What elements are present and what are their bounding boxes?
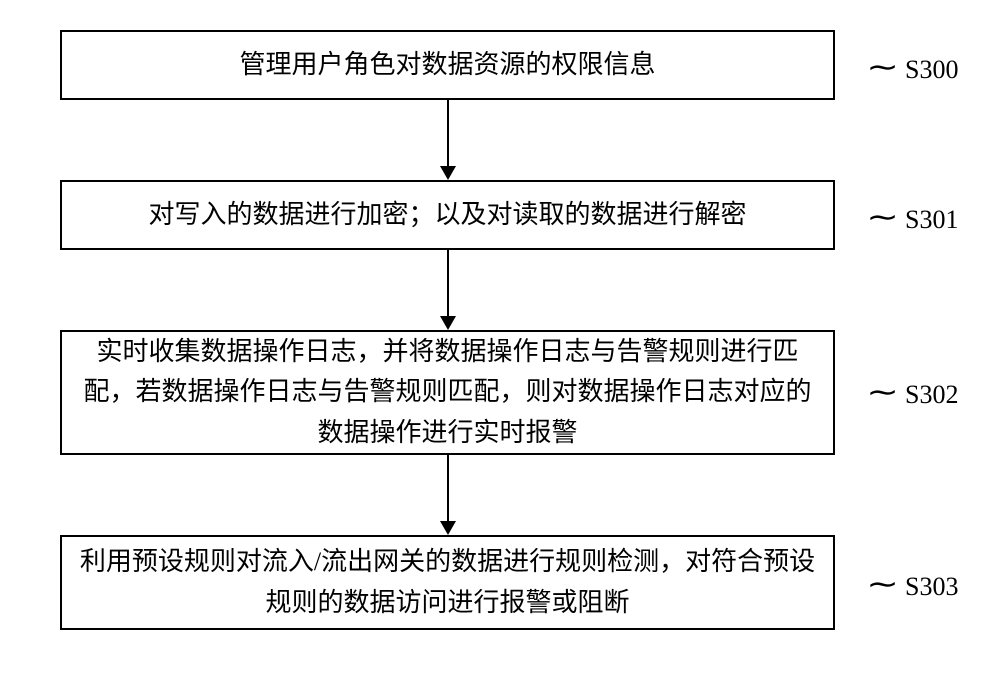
step-text: 对写入的数据进行加密；以及对读取的数据进行解密	[148, 195, 746, 235]
connector-tilde: ∼	[866, 567, 899, 602]
arrow-line	[447, 100, 449, 166]
flowchart-canvas: 管理用户角色对数据资源的权限信息 ∼ S300 对写入的数据进行加密；以及对读取…	[0, 0, 1000, 680]
arrow-head-icon	[440, 166, 456, 180]
arrow-head-icon	[440, 316, 456, 330]
arrow-line	[447, 455, 449, 521]
step-text: 实时收集数据操作日志，并将数据操作日志与告警规则进行匹配，若数据操作日志与告警规…	[74, 332, 821, 453]
connector-tilde: ∼	[866, 375, 899, 410]
step-label-s300: S300	[905, 55, 958, 85]
step-box-s302: 实时收集数据操作日志，并将数据操作日志与告警规则进行匹配，若数据操作日志与告警规…	[60, 330, 835, 455]
arrow-head-icon	[440, 521, 456, 535]
connector-tilde: ∼	[866, 200, 899, 235]
step-box-s300: 管理用户角色对数据资源的权限信息	[60, 30, 835, 100]
step-text: 管理用户角色对数据资源的权限信息	[239, 45, 655, 85]
connector-tilde: ∼	[866, 50, 899, 85]
arrow-line	[447, 250, 449, 316]
step-text: 利用预设规则对流入/流出网关的数据进行规则检测，对符合预设规则的数据访问进行报警…	[74, 542, 821, 623]
step-box-s303: 利用预设规则对流入/流出网关的数据进行规则检测，对符合预设规则的数据访问进行报警…	[60, 535, 835, 630]
step-label-s301: S301	[905, 205, 958, 235]
step-box-s301: 对写入的数据进行加密；以及对读取的数据进行解密	[60, 180, 835, 250]
step-label-s303: S303	[905, 572, 958, 602]
step-label-s302: S302	[905, 380, 958, 410]
